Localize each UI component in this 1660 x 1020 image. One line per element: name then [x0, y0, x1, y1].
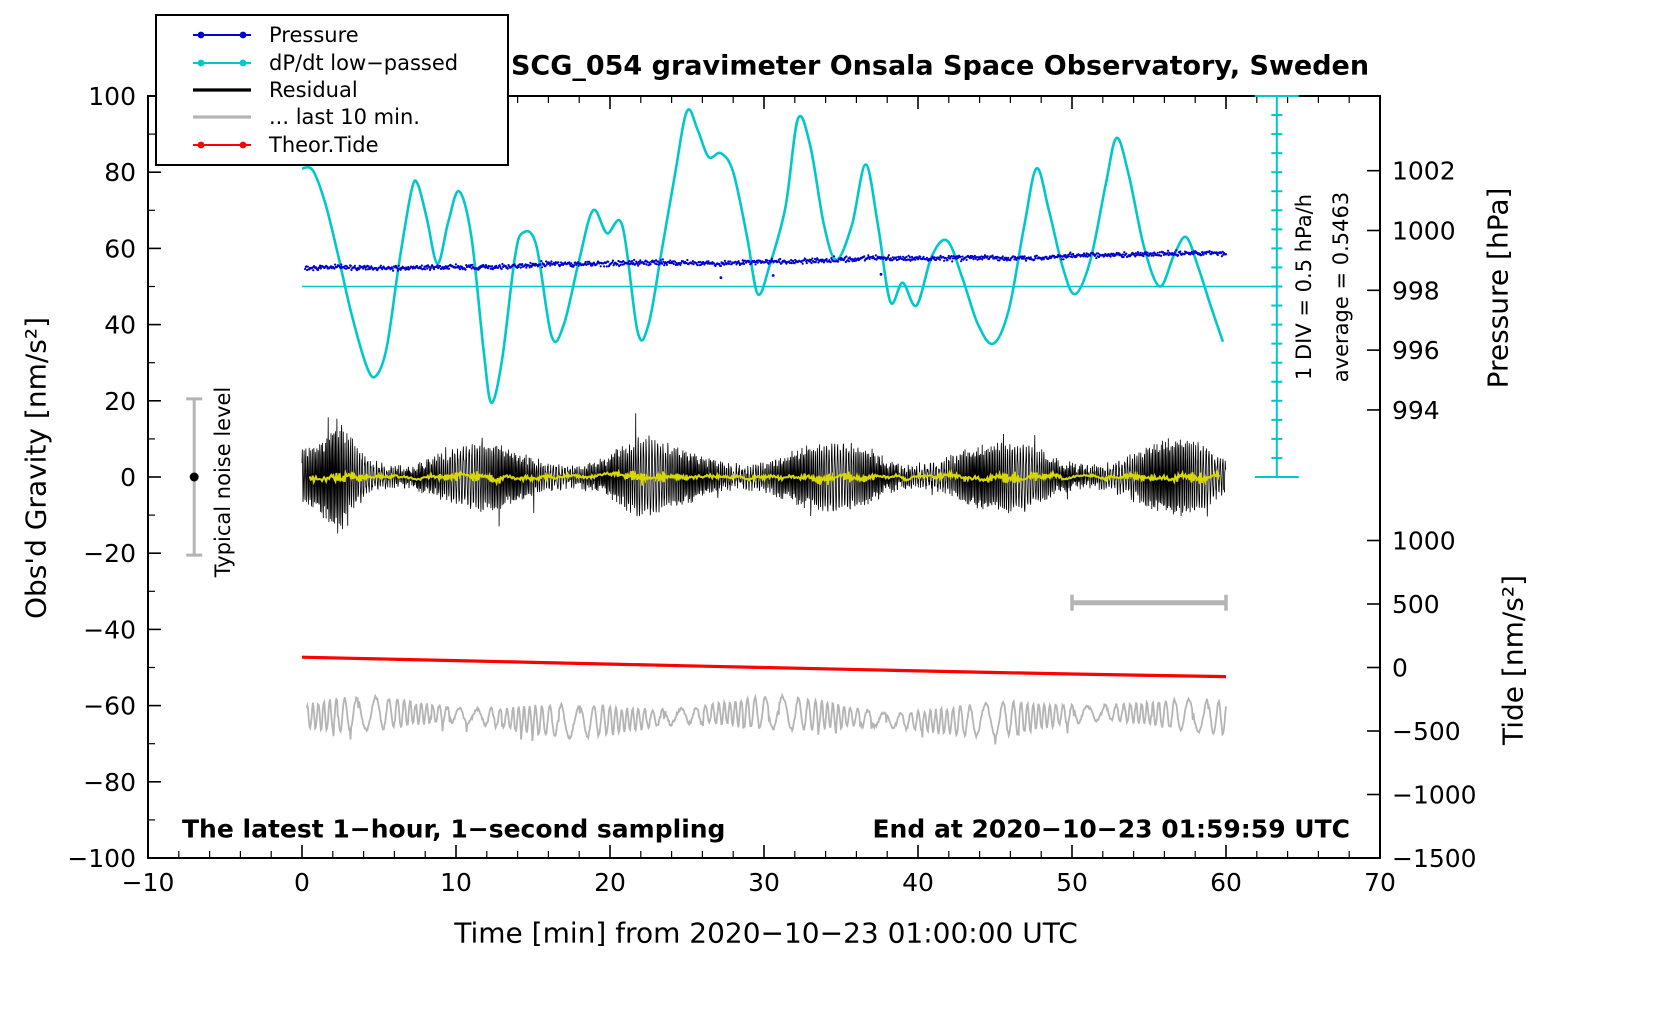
svg-text:500: 500 — [1392, 590, 1440, 619]
svg-text:60: 60 — [104, 234, 136, 263]
legend: Pressure dP/dt low−passed Residual ... l… — [155, 14, 509, 166]
svg-text:1002: 1002 — [1392, 157, 1456, 186]
legend-item-residual: Residual — [191, 77, 499, 103]
svg-text:20: 20 — [104, 387, 136, 416]
x-axis-ticks: −10 0 10 20 30 40 50 60 70 — [122, 96, 1396, 897]
legend-label-theortide: Theor.Tide — [269, 132, 379, 157]
svg-text:−500: −500 — [1392, 717, 1461, 746]
svg-text:1000: 1000 — [1392, 527, 1456, 556]
legend-label-residual: Residual — [269, 77, 358, 102]
svg-text:0: 0 — [120, 463, 136, 492]
pressure-axis-label: Pressure [hPa] — [1481, 187, 1515, 389]
last10min-line-sample-icon — [193, 115, 251, 119]
sampling-note: The latest 1−hour, 1−second sampling — [182, 814, 726, 844]
theortide-line-sample-icon — [193, 141, 251, 149]
typical-noise-level-bar — [186, 397, 203, 557]
svg-text:50: 50 — [1056, 868, 1088, 897]
legend-item-dpdt: dP/dt low−passed — [191, 50, 499, 76]
pressure-line-sample-icon — [193, 31, 251, 39]
ruler-div-annotation: 1 DIV = 0.5 hPa/h — [1292, 193, 1316, 381]
svg-text:−1000: −1000 — [1392, 781, 1477, 810]
svg-text:0: 0 — [294, 868, 310, 897]
residual-series — [301, 413, 1227, 534]
svg-text:80: 80 — [104, 158, 136, 187]
svg-text:996: 996 — [1392, 336, 1440, 365]
svg-text:40: 40 — [902, 868, 934, 897]
svg-text:−60: −60 — [83, 692, 136, 721]
svg-text:20: 20 — [594, 868, 626, 897]
svg-text:−40: −40 — [83, 615, 136, 644]
svg-text:10: 10 — [440, 868, 472, 897]
svg-text:−10: −10 — [122, 868, 175, 897]
residual-line-sample-icon — [193, 88, 251, 92]
legend-item-theortide: Theor.Tide — [191, 132, 499, 158]
left-axis-ticks: −100 −80 −60 −40 −20 0 20 40 60 80 100 — [67, 82, 161, 873]
last-10-min-span-bar — [1070, 594, 1228, 611]
pressure-series — [304, 249, 1228, 280]
last-10-min-series — [305, 692, 1227, 745]
residual-smoothed-overlay — [308, 468, 1221, 487]
svg-text:100: 100 — [88, 82, 136, 111]
svg-text:40: 40 — [104, 311, 136, 340]
svg-text:60: 60 — [1210, 868, 1242, 897]
x-axis-label: Time [min] from 2020−10−23 01:00:00 UTC — [454, 916, 1078, 950]
noise-level-dot — [189, 472, 199, 482]
dpdt-line-sample-icon — [193, 59, 251, 67]
tide-axis-ticks: 1000 500 0 −500 −1000 −1500 — [1367, 527, 1477, 873]
end-time-note: End at 2020−10−23 01:59:59 UTC — [872, 814, 1350, 844]
chart-title: SCG_054 gravimeter Onsala Space Observat… — [510, 50, 1370, 82]
svg-text:70: 70 — [1364, 868, 1396, 897]
svg-text:−1500: −1500 — [1392, 844, 1477, 873]
svg-text:30: 30 — [748, 868, 780, 897]
theor-tide-series — [301, 655, 1227, 679]
legend-label-dpdt: dP/dt low−passed — [269, 50, 459, 75]
left-axis-label: Obs'd Gravity [nm/s²] — [19, 316, 53, 620]
svg-text:1000: 1000 — [1392, 216, 1456, 245]
typical-noise-level-label: Typical noise level — [211, 386, 235, 578]
pressure-axis-ticks: 1002 1000 998 996 994 — [1367, 157, 1456, 425]
svg-text:−20: −20 — [83, 539, 136, 568]
svg-text:−100: −100 — [67, 844, 136, 873]
tide-axis-label: Tide [nm/s²] — [1496, 574, 1530, 746]
legend-label-last10min: ... last 10 min. — [269, 105, 420, 130]
svg-text:994: 994 — [1392, 396, 1440, 425]
legend-label-pressure: Pressure — [269, 23, 359, 48]
dpdt-scale-ruler — [1254, 95, 1299, 478]
svg-text:−80: −80 — [83, 768, 136, 797]
svg-text:0: 0 — [1392, 654, 1408, 683]
svg-text:998: 998 — [1392, 276, 1440, 305]
legend-item-pressure: Pressure — [191, 22, 499, 48]
legend-item-last10min: ... last 10 min. — [191, 104, 499, 130]
ruler-average-annotation: average = 0.5463 — [1329, 191, 1353, 383]
